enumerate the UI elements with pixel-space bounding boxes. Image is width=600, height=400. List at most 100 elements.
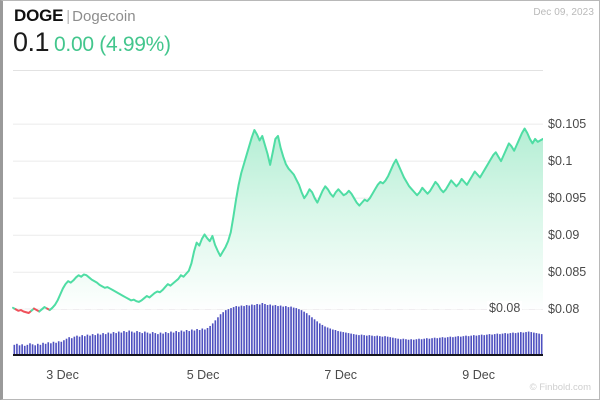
volume-bar [459,336,462,354]
volume-bar [279,305,282,354]
price-area-fill [13,128,543,313]
volume-bar [266,305,269,354]
volume-bar [287,307,290,354]
volume-bar [99,334,102,354]
price-row: 0.1 0.00 (4.99%) [13,27,171,62]
y-axis-label: $0.105 [548,117,587,132]
volume-bar [29,343,31,354]
volume-bar [339,331,342,354]
volume-bar [89,335,91,354]
volume-bar [224,310,227,354]
volume-bar [39,344,42,354]
volume-bar [141,333,144,354]
volume-bar [433,337,436,354]
volume-bar [256,304,258,354]
volume-bar [167,333,170,354]
volume-bar [191,329,193,354]
volume-bar [337,331,339,354]
volume-bar [162,333,164,354]
ticker-separator: | [66,8,71,25]
volume-bar [394,338,397,354]
volume-bar [285,306,287,354]
volume-bar [204,329,206,354]
volume-bar [457,336,459,354]
volume-bar [491,334,493,354]
volume-bar [470,335,473,354]
volume-bar [368,335,371,354]
volume-bar [311,317,313,354]
volume-bar [172,332,175,354]
volume-bar [316,321,318,354]
volume-bar [352,334,355,354]
volume-bar [305,313,308,354]
volume-bar [31,344,34,354]
volume-bar [261,303,264,354]
area-path [13,128,543,313]
x-axis-label: 5 Dec [186,368,220,382]
volume-bar [175,331,177,354]
volume-bar [81,335,83,354]
volume-bar [444,337,446,354]
volume-bar [428,338,431,354]
volume-bars [13,303,543,354]
volume-bar [240,305,243,354]
volume-bar [133,332,136,354]
volume-bar [475,335,478,354]
volume-bar [480,334,483,354]
volume-bar [271,305,274,354]
volume-bar [112,332,115,354]
volume-bar [290,306,292,354]
volume-bar [238,306,240,354]
volume-bar [269,304,271,354]
volume-bar [535,333,538,354]
volume-bar [248,305,251,354]
volume-bar [136,331,138,354]
price-change: 0.00 (4.99%) [54,33,171,56]
volume-bar [389,337,392,354]
volume-bar [412,339,415,354]
volume-bar [159,332,162,354]
volume-bar [397,338,399,354]
volume-bar [347,333,350,354]
price-line-segment-down [32,307,41,313]
volume-bar [23,345,26,354]
y-axis-label: $0.085 [548,265,587,280]
volume-bar [102,333,104,354]
volume-bar [324,326,326,354]
volume-bar [292,307,295,354]
volume-bar [538,333,540,354]
x-axis-label: 7 Dec [324,368,358,382]
volume-bar [78,336,81,354]
volume-bar [410,339,412,354]
volume-bar [520,332,522,354]
volume-bar [379,336,381,354]
watermark: © Finbold.com [529,382,591,393]
volume-bar [371,335,373,354]
volume-bar [73,336,76,354]
volume-bar [157,334,159,354]
volume-bar [44,343,47,354]
volume-bar [439,337,441,354]
volume-bar [465,335,467,354]
volume-bar [407,339,410,354]
volume-bar [373,336,376,354]
volume-bar [198,330,201,354]
volume-bar [533,332,535,354]
volume-bar [486,334,488,354]
volume-bar [117,331,120,354]
volume-bar [420,339,423,354]
volume-bar [423,338,426,354]
volume-bar [454,336,457,354]
volume-bar [295,308,298,354]
volume-bar [164,332,167,354]
volume-bar [342,332,345,354]
current-price: 0.1 [13,27,50,57]
volume-bar [350,333,352,354]
volume-bar [63,340,65,354]
volume-bar [277,306,279,354]
volume-bar [506,333,509,354]
volume-bar [138,332,141,354]
volume-bar [522,332,525,354]
volume-bar [36,343,39,354]
